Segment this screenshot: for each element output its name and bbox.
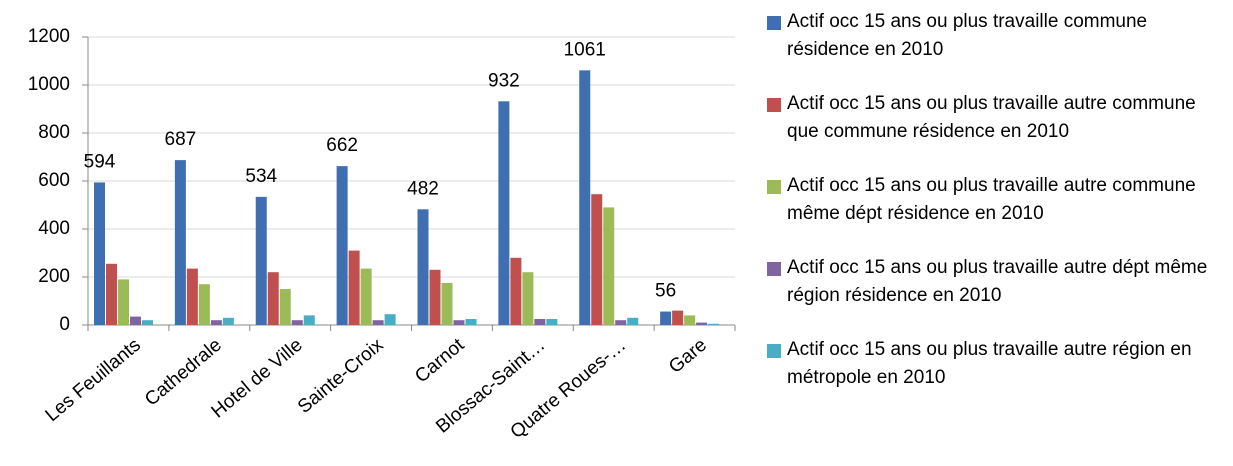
bar: [498, 101, 510, 325]
x-tick-label: Sainte-Croix: [294, 334, 388, 418]
y-tick-label: 1200: [28, 26, 70, 47]
bar: [142, 320, 153, 325]
bar: [186, 268, 198, 325]
y-tick-label: 400: [38, 218, 70, 239]
bar: [372, 320, 384, 325]
bar: [708, 323, 720, 325]
bar: [255, 196, 267, 325]
legend-label: Actif occ 15 ans ou plus travaille autre…: [787, 257, 1208, 306]
plot: 0 200 400 600 800 1000 1200 Les Feuillants 594 Ca…: [28, 26, 736, 443]
bar: [684, 315, 696, 325]
bar: [660, 311, 672, 325]
bar: [510, 257, 522, 325]
bar: [522, 272, 534, 325]
bar: [94, 182, 105, 325]
bar: [118, 279, 129, 325]
x-tick-label: Gare: [665, 335, 711, 378]
y-tick-label: 600: [38, 170, 70, 191]
legend-entry: Actif occ 15 ans ou plus travaille autre…: [765, 254, 1227, 310]
bar: [291, 320, 303, 325]
legend-entry: Actif occ 15 ans ou plus travaille autre…: [765, 336, 1227, 392]
legend-label: Actif occ 15 ans ou plus travaille autre…: [787, 175, 1196, 224]
data-label: 482: [407, 178, 439, 199]
bar: [579, 70, 591, 325]
data-label: 56: [655, 281, 676, 302]
legend-label: Actif occ 15 ans ou plus travaille commu…: [787, 11, 1148, 60]
bar: [384, 314, 396, 325]
bar: [534, 319, 546, 325]
y-tick-label: 200: [38, 266, 70, 287]
bar: [429, 269, 441, 325]
data-label: 687: [165, 129, 197, 150]
y-tick-label: 1000: [28, 74, 70, 95]
bar: [591, 194, 603, 325]
legend-swatch: [767, 180, 781, 194]
legend-swatch: [767, 16, 781, 30]
bar: [465, 319, 477, 325]
bar: [303, 315, 315, 325]
bar: [210, 320, 222, 325]
bar: [130, 316, 141, 325]
bar: [222, 317, 234, 325]
bar: [198, 284, 210, 325]
data-label: 662: [326, 135, 358, 156]
data-label: 1061: [564, 39, 606, 60]
legend-swatch: [767, 98, 781, 112]
data-label: 534: [245, 166, 277, 187]
legend-entry: Actif occ 15 ans ou plus travaille commu…: [765, 8, 1227, 64]
legend-swatch: [767, 344, 781, 358]
bar: [546, 319, 558, 325]
legend-label: Actif occ 15 ans ou plus travaille autre…: [787, 93, 1196, 142]
bar: [672, 310, 684, 325]
bar: [106, 263, 117, 325]
legend-swatch: [767, 262, 781, 276]
bar: [603, 207, 615, 325]
x-tick-label: Les Feuillants: [42, 335, 145, 426]
legend-entry: Actif occ 15 ans ou plus travaille autre…: [765, 90, 1227, 146]
legend: Actif occ 15 ans ou plus travaille commu…: [765, 8, 1227, 418]
bar: [174, 160, 186, 325]
data-label: 932: [488, 70, 520, 91]
bar: [279, 289, 291, 325]
legend-label: Actif occ 15 ans ou plus travaille autre…: [787, 339, 1192, 388]
bar: [360, 268, 372, 325]
bar: [336, 166, 348, 325]
data-label: 594: [84, 151, 116, 172]
y-tick-label: 0: [59, 314, 70, 335]
bar: [348, 250, 360, 325]
bar: [417, 209, 429, 325]
x-tick-label: Carnot: [411, 334, 469, 387]
bar: [441, 283, 453, 325]
bar: [696, 322, 708, 325]
y-tick-label: 800: [38, 122, 70, 143]
bar: [267, 272, 279, 325]
bar: [615, 320, 627, 325]
x-tick-label: Cathedrale: [141, 335, 226, 411]
bar: [453, 320, 465, 325]
bar: [627, 317, 639, 325]
legend-entry: Actif occ 15 ans ou plus travaille autre…: [765, 172, 1227, 228]
